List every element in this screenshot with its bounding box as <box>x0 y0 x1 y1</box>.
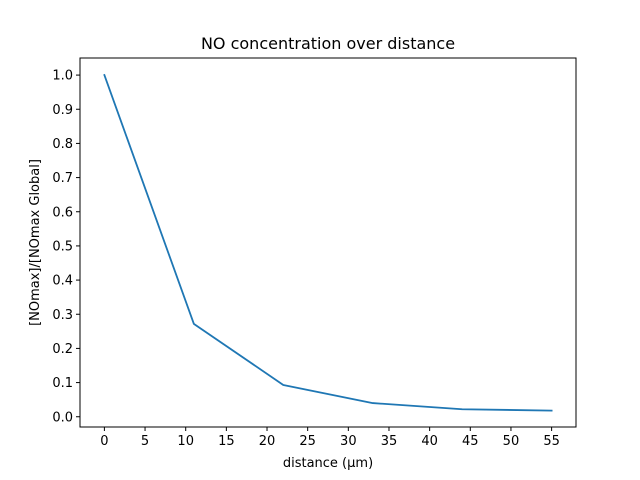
x-tick-label: 20 <box>259 434 276 449</box>
x-tick-label: 15 <box>218 434 235 449</box>
x-tick-label: 25 <box>299 434 316 449</box>
plot-frame <box>79 57 577 428</box>
y-tick-label: 0.2 <box>52 342 73 357</box>
y-axis: 0.0 0.1 0.2 0.3 0.4 0.5 0.6 0.7 0.8 0.9 1.0 <box>52 69 80 425</box>
x-tick-label: 50 <box>503 434 520 449</box>
y-tick-label: 0.1 <box>52 376 73 391</box>
y-tick-label: 0.6 <box>52 205 73 220</box>
x-tick-label: 55 <box>543 434 560 449</box>
y-tick-label: 0.5 <box>52 239 73 254</box>
series-layer <box>103 73 553 412</box>
y-tick-label: 0.4 <box>52 274 73 289</box>
x-axis: 0 5 10 15 20 25 30 35 40 45 50 55 <box>100 427 560 449</box>
chart-title: NO concentration over distance <box>201 34 455 53</box>
y-axis-label: [NOmax]/[NOmax Global] <box>28 159 43 326</box>
y-tick-label: 0.0 <box>52 410 73 425</box>
series-line <box>103 73 553 412</box>
x-tick-label: 40 <box>421 434 438 449</box>
x-tick-label: 10 <box>177 434 194 449</box>
x-tick-label: 5 <box>141 434 149 449</box>
y-tick-label: 0.9 <box>52 103 73 118</box>
x-tick-label: 0 <box>100 434 108 449</box>
y-tick-label: 0.7 <box>52 171 73 186</box>
x-tick-label: 35 <box>381 434 398 449</box>
plot-area: 0 5 10 15 20 25 30 35 40 45 50 55 0.00.10.20.30.40.… <box>52 57 577 449</box>
x-axis-label: distance (μm) <box>283 456 373 471</box>
y-tick-label: 0.8 <box>52 137 73 152</box>
x-tick-label: 30 <box>340 434 357 449</box>
y-tick-label: 1.0 <box>52 69 73 84</box>
x-tick-label: 45 <box>462 434 479 449</box>
y-tick-label: 0.3 <box>52 308 73 323</box>
